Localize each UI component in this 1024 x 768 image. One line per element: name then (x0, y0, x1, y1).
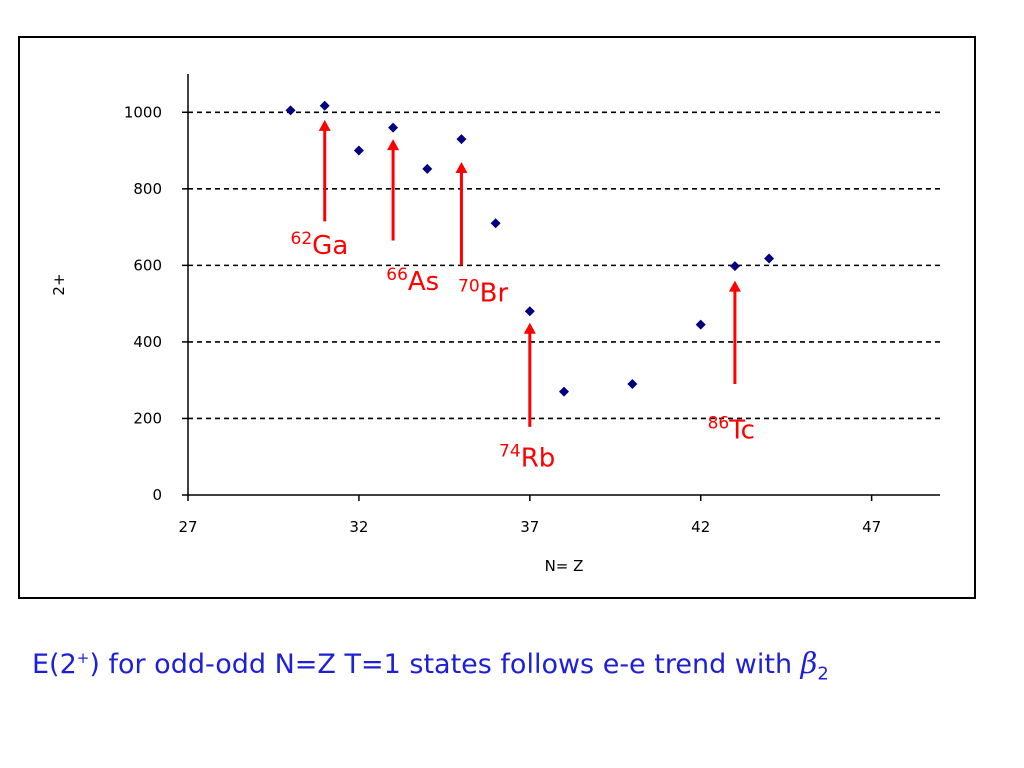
data-point-33 (388, 122, 399, 133)
x-axis-title: N= Z (545, 557, 584, 575)
y-tick-label-0: 0 (152, 486, 162, 504)
data-point-40 (627, 379, 638, 390)
slide-caption: E(2+) for odd-odd N=Z T=1 states follows… (32, 646, 1012, 684)
data-point-37 (524, 306, 535, 317)
chart-frame: 0 200 400 600 800 1000 27 32 37 42 47 N= Z 2+ 62Ga… (18, 36, 976, 599)
data-point-35 (456, 134, 467, 145)
data-point-30 (285, 105, 296, 116)
data-point-34 (422, 163, 433, 174)
isotope-label-ga: 62Ga (291, 229, 349, 261)
x-tick-label-37: 37 (520, 518, 539, 536)
y-tick-label-400: 400 (133, 333, 162, 351)
x-tick-label-42: 42 (691, 518, 710, 536)
isotope-symbol-br: Br (480, 279, 509, 309)
isotope-mass-br: 70 (458, 277, 480, 297)
y-axis-title: 2+ (50, 273, 68, 295)
scatter-chart: 0 200 400 600 800 1000 27 32 37 42 47 N= Z 2+ 62Ga… (50, 74, 940, 575)
x-tick-label-27: 27 (178, 518, 197, 536)
annotations: 62Ga 66As 70Br 74Rb 86Tc (291, 119, 755, 473)
tick-labels: 0 200 400 600 800 1000 27 32 37 42 47 (124, 103, 881, 536)
data-point-36 (490, 218, 501, 229)
arrow-head-rb (523, 322, 536, 334)
y-tick-label-200: 200 (133, 409, 162, 427)
isotope-label-tc: 86Tc (708, 413, 755, 445)
caption-prefix: E(2 (32, 649, 77, 680)
arrow-head-tc (728, 280, 741, 292)
caption-middle: ) for odd-odd N=Z T=1 states follows e-e… (89, 649, 801, 680)
caption-superscript: + (76, 649, 90, 667)
isotope-label-rb: 74Rb (499, 441, 555, 473)
data-point-44 (764, 253, 775, 264)
data-point-43 (729, 261, 740, 272)
data-points (285, 100, 775, 397)
arrow-head-as (387, 139, 400, 151)
isotope-mass-rb: 74 (499, 441, 521, 461)
data-point-32 (353, 145, 364, 156)
y-tick-label-800: 800 (133, 180, 162, 198)
arrow-head-br (455, 162, 468, 174)
x-tick-label-32: 32 (349, 518, 368, 536)
axes (182, 74, 940, 501)
x-tick-label-47: 47 (862, 518, 881, 536)
grid-lines (188, 111, 940, 420)
axis-titles: N= Z 2+ (50, 273, 583, 575)
isotope-mass-ga: 62 (291, 229, 313, 249)
data-point-31 (319, 100, 330, 111)
y-tick-label-600: 600 (133, 256, 162, 274)
isotope-symbol-as: As (408, 267, 439, 297)
isotope-mass-as: 66 (386, 265, 408, 285)
isotope-label-br: 70Br (458, 277, 508, 309)
caption-subscript: 2 (817, 663, 829, 685)
y-tick-label-1000: 1000 (124, 103, 162, 121)
isotope-symbol-ga: Ga (312, 231, 348, 261)
isotope-symbol-tc: Tc (728, 415, 755, 445)
caption-beta-symbol: β (800, 646, 818, 680)
isotope-label-as: 66As (386, 265, 439, 297)
data-point-42 (695, 319, 706, 330)
isotope-symbol-rb: Rb (521, 443, 556, 473)
arrow-head-ga (318, 119, 331, 131)
isotope-mass-tc: 86 (708, 413, 730, 433)
data-point-38 (559, 386, 569, 397)
